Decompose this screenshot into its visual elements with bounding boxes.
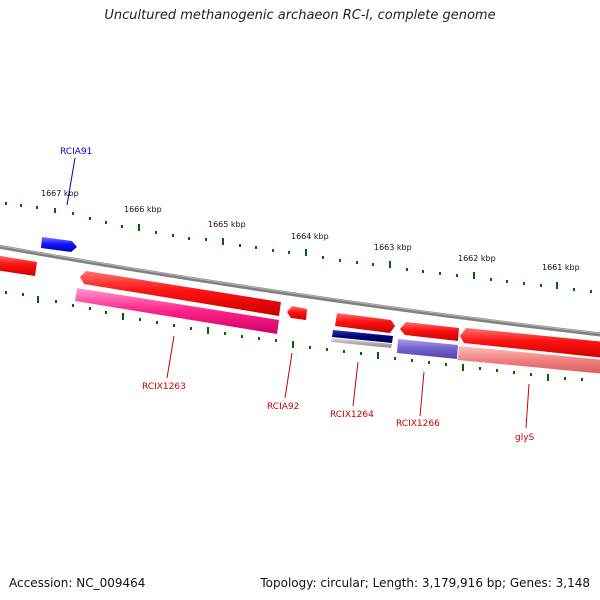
gene-label-rcia91[interactable]: RCIA91: [60, 147, 92, 157]
tick-label-1667: 1667 kbp: [41, 189, 79, 198]
gene-rcia91-arrow[interactable]: [41, 237, 77, 252]
gene-label-rcix1263[interactable]: RCIX1263: [142, 382, 186, 392]
cds-left-partial[interactable]: [0, 255, 37, 276]
gene-rcix1264-bar[interactable]: [332, 330, 393, 343]
gene-label-rcix1266[interactable]: RCIX1266: [396, 419, 440, 429]
gene-glys-arrow[interactable]: [460, 328, 600, 358]
gene-rcix1263-arrow[interactable]: [80, 271, 281, 316]
gene-label-rcia92[interactable]: RCIA92: [267, 402, 299, 412]
genome-summary: Topology: circular; Length: 3,179,916 bp…: [260, 576, 590, 590]
gene-rcix1266-arrow[interactable]: [400, 322, 459, 341]
gene-rcix1266-bar[interactable]: [397, 339, 458, 359]
outer-tick-row: [5, 202, 592, 293]
tick-label-1661: 1661 kbp: [542, 263, 580, 272]
tick-label-1666: 1666 kbp: [124, 205, 162, 214]
inner-tick-row: [5, 291, 583, 381]
gene-labels: RCIA91 RCIX1263 RCIA92 RCIX1264 RCIX1266…: [60, 147, 535, 443]
gene-label-glys[interactable]: glyS: [515, 433, 535, 443]
tick-label-1665: 1665 kbp: [208, 220, 246, 229]
gene-rcia92-arrow[interactable]: [287, 306, 307, 320]
tick-label-1664: 1664 kbp: [291, 232, 329, 241]
tick-label-1663: 1663 kbp: [374, 243, 412, 252]
gene-label-rcix1264[interactable]: RCIX1264: [330, 410, 374, 420]
gene-rcix1264-arrow[interactable]: [335, 313, 395, 333]
leader-lines: [66, 157, 530, 429]
gene-rcix1264-subbar: [331, 338, 392, 348]
gene-rcix1263-bar[interactable]: [75, 288, 279, 334]
accession-label: Accession: NC_009464: [9, 576, 146, 590]
genome-backbone: [0, 244, 600, 337]
page-title: Uncultured methanogenic archaeon RC-I, c…: [104, 8, 496, 23]
kbp-tick-labels: 1667 kbp 1666 kbp 1665 kbp 1664 kbp 1663…: [41, 189, 580, 272]
gene-glys-bar[interactable]: [458, 346, 600, 374]
tick-label-1662: 1662 kbp: [458, 254, 496, 263]
